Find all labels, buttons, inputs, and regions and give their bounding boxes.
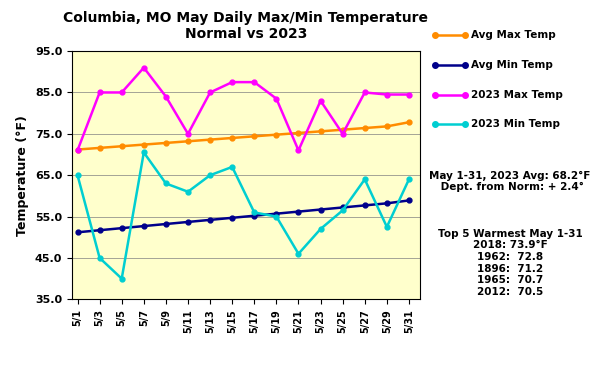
Text: Top 5 Warmest May 1-31
2018: 73.9°F
1962:  72.8
1896:  71.2
1965:  70.7
2012:  7: Top 5 Warmest May 1-31 2018: 73.9°F 1962…	[437, 229, 583, 297]
Y-axis label: Temperature (°F): Temperature (°F)	[16, 115, 29, 236]
Text: Avg Min Temp: Avg Min Temp	[471, 60, 553, 70]
Text: 2023 Min Temp: 2023 Min Temp	[471, 119, 560, 129]
Text: Avg Max Temp: Avg Max Temp	[471, 30, 556, 40]
Text: Columbia, MO May Daily Max/Min Temperature
Normal vs 2023: Columbia, MO May Daily Max/Min Temperatu…	[64, 11, 428, 41]
Text: May 1-31, 2023 Avg: 68.2°F
 Dept. from Norm: + 2.4°: May 1-31, 2023 Avg: 68.2°F Dept. from No…	[430, 170, 590, 192]
Text: 2023 Max Temp: 2023 Max Temp	[471, 90, 563, 100]
